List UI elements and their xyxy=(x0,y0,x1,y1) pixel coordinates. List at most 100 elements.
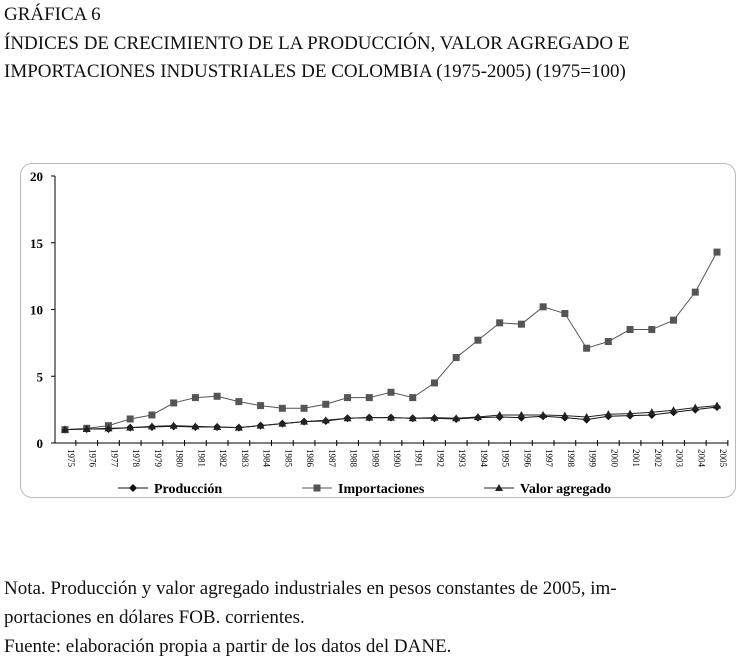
x-tick-label: 1990 xyxy=(392,449,402,468)
data-point-importaciones xyxy=(648,326,656,334)
series-line-importaciones xyxy=(64,251,718,431)
x-tick-label: 1992 xyxy=(435,449,445,467)
data-point-importaciones xyxy=(170,399,178,407)
x-tick-label: 1999 xyxy=(588,449,598,468)
data-point-valor-agregado xyxy=(647,408,656,416)
data-point-valor-agregado xyxy=(713,401,721,409)
data-point-importaciones xyxy=(496,319,504,327)
legend-marker-producci-n xyxy=(129,484,137,492)
x-tick-label: 1985 xyxy=(283,449,293,468)
data-point-importaciones xyxy=(561,310,569,318)
x-tick-label: 1995 xyxy=(501,449,511,468)
data-point-importaciones xyxy=(626,326,634,334)
data-point-importaciones xyxy=(713,248,721,256)
data-point-valor-agregado xyxy=(539,410,548,418)
legend-marker-importaciones xyxy=(313,484,321,492)
data-point-importaciones xyxy=(430,379,438,387)
x-tick-label: 1988 xyxy=(349,449,359,468)
x-tick-label: 1978 xyxy=(131,449,141,468)
data-point-valor-agregado xyxy=(452,414,461,422)
data-point-valor-agregado xyxy=(61,425,69,433)
y-tick-label: 15 xyxy=(30,236,44,251)
data-point-importaciones xyxy=(691,288,699,296)
data-point-valor-agregado xyxy=(256,421,265,429)
x-tick-label: 2003 xyxy=(675,449,685,468)
x-tick-label: 2000 xyxy=(609,449,619,468)
x-tick-label: 1993 xyxy=(457,449,467,468)
data-point-importaciones xyxy=(387,388,395,396)
data-point-valor-agregado xyxy=(213,422,222,430)
x-tick-label: 1997 xyxy=(544,449,554,468)
data-point-importaciones xyxy=(365,394,373,402)
data-point-importaciones xyxy=(452,354,460,362)
x-tick-label: 2004 xyxy=(696,449,706,468)
data-point-valor-agregado xyxy=(234,423,243,431)
data-point-valor-agregado xyxy=(430,413,439,421)
data-point-importaciones xyxy=(517,320,525,328)
data-point-valor-agregado xyxy=(387,413,395,421)
data-point-importaciones xyxy=(213,392,221,400)
data-point-valor-agregado xyxy=(343,414,352,422)
x-tick-label: 1982 xyxy=(218,449,228,467)
legend-label-importaciones: Importaciones xyxy=(338,482,425,497)
x-tick-label: 1994 xyxy=(479,449,489,468)
chart-title-line1: ÍNDICES DE CRECIMIENTO DE LA PRODUCCIÓN,… xyxy=(4,33,630,54)
data-point-importaciones xyxy=(148,411,156,419)
x-tick-label: 1979 xyxy=(153,449,163,468)
data-point-valor-agregado xyxy=(560,411,569,419)
legend-label-valor-agregado: Valor agregado xyxy=(520,482,611,497)
data-point-importaciones xyxy=(257,402,265,410)
chart-title-line2: IMPORTACIONES INDUSTRIALES DE COLOMBIA (… xyxy=(4,61,626,82)
data-point-valor-agregado xyxy=(582,412,591,420)
x-tick-label: 1989 xyxy=(370,449,380,468)
data-point-importaciones xyxy=(409,394,417,402)
data-point-valor-agregado xyxy=(191,422,200,430)
y-tick-label: 0 xyxy=(37,436,44,451)
x-tick-label: 1996 xyxy=(522,449,532,468)
data-point-valor-agregado xyxy=(604,410,613,418)
data-point-valor-agregado xyxy=(517,410,526,418)
x-tick-label: 2001 xyxy=(631,449,641,467)
data-point-valor-agregado xyxy=(104,424,113,432)
note-line1: Nota. Producción y valor agregado indust… xyxy=(4,578,617,599)
source-line: Fuente: elaboración propia a partir de l… xyxy=(4,636,452,657)
x-tick-label: 2005 xyxy=(718,449,728,468)
data-point-importaciones xyxy=(126,415,134,423)
x-tick-label: 1986 xyxy=(305,449,315,468)
data-point-valor-agregado xyxy=(669,406,678,414)
x-tick-label: 1984 xyxy=(262,449,272,468)
x-tick-label: 1981 xyxy=(196,449,206,467)
x-tick-label: 1977 xyxy=(109,449,119,468)
figure-label: GRÁFICA 6 xyxy=(4,4,101,25)
y-tick-label: 10 xyxy=(30,303,43,318)
data-point-valor-agregado xyxy=(169,421,178,429)
data-point-importaciones xyxy=(278,404,286,412)
x-tick-label: 1975 xyxy=(66,449,76,468)
note-line2: portaciones en dólares FOB. corrientes. xyxy=(4,607,305,628)
data-point-valor-agregado xyxy=(82,424,91,432)
data-point-valor-agregado xyxy=(691,403,700,411)
data-point-importaciones xyxy=(583,344,591,352)
data-point-valor-agregado xyxy=(126,423,135,431)
data-point-valor-agregado xyxy=(473,412,482,420)
data-point-importaciones xyxy=(191,394,199,402)
y-tick-label: 20 xyxy=(30,169,43,184)
data-point-valor-agregado xyxy=(495,410,504,418)
x-tick-label: 1976 xyxy=(88,449,98,468)
data-point-importaciones xyxy=(474,336,482,344)
chart-area xyxy=(20,163,736,498)
data-point-valor-agregado xyxy=(278,419,287,427)
x-tick-label: 1991 xyxy=(414,449,424,467)
data-point-valor-agregado xyxy=(626,409,635,417)
data-point-valor-agregado xyxy=(321,416,330,424)
data-point-importaciones xyxy=(235,398,243,406)
data-point-importaciones xyxy=(322,400,330,408)
data-point-valor-agregado xyxy=(147,422,156,430)
data-point-importaciones xyxy=(300,404,308,412)
data-point-importaciones xyxy=(670,316,678,324)
x-tick-label: 1998 xyxy=(566,449,576,468)
data-point-importaciones xyxy=(604,338,612,346)
x-tick-label: 1980 xyxy=(175,449,185,468)
data-point-valor-agregado xyxy=(408,414,417,422)
